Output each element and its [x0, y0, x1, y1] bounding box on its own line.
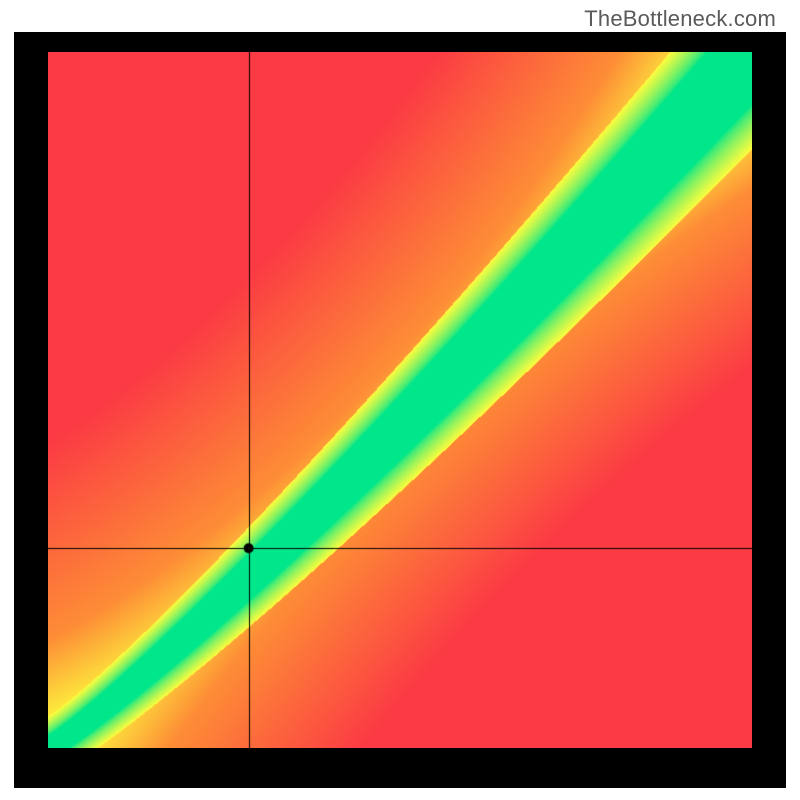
watermark-text: TheBottleneck.com	[584, 6, 776, 32]
chart-container: TheBottleneck.com	[0, 0, 800, 800]
crosshair-overlay	[48, 52, 752, 748]
chart-outer-frame	[14, 32, 786, 788]
